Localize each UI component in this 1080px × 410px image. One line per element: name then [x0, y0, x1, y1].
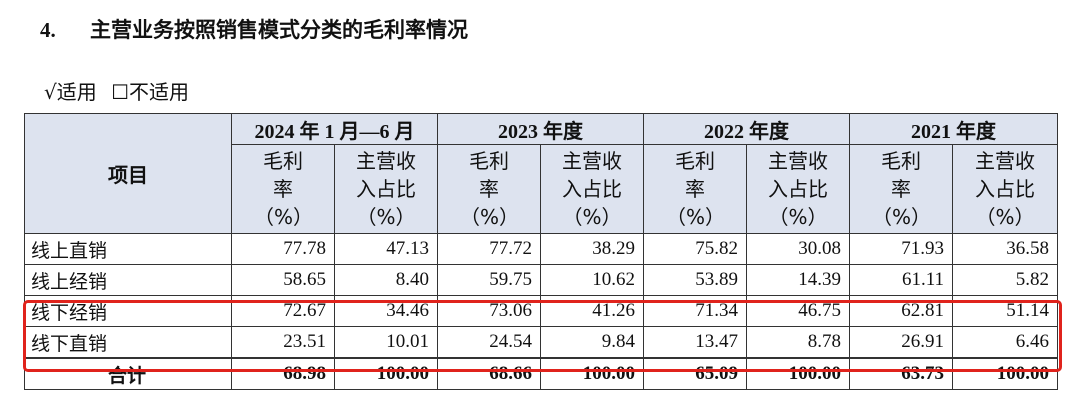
revenue-share-cell: 100.00 [952, 357, 1058, 390]
row-label: 线上直销 [24, 233, 232, 265]
margin-subheader: 毛利率（%） [437, 144, 541, 234]
gross-margin-cell: 59.75 [437, 264, 541, 296]
gross-margin-cell: 65.09 [643, 357, 747, 390]
revenue-share-cell: 38.29 [540, 233, 644, 265]
period-header: 2023 年度 [437, 113, 644, 145]
revenue-share-cell: 41.26 [540, 295, 644, 327]
gross-margin-cell: 77.72 [437, 233, 541, 265]
period-header: 2021 年度 [849, 113, 1058, 145]
revenue-share-cell: 34.46 [334, 295, 438, 327]
revenue-share-cell: 8.78 [746, 326, 850, 359]
section-heading: 4. 主营业务按照销售模式分类的毛利率情况 [40, 14, 468, 44]
gross-margin-cell: 68.66 [437, 357, 541, 390]
gross-margin-cell: 72.67 [231, 295, 335, 327]
section-title: 主营业务按照销售模式分类的毛利率情况 [90, 18, 468, 42]
gross-margin-cell: 26.91 [849, 326, 953, 359]
row-label: 线上经销 [24, 264, 232, 296]
revenue-share-cell: 46.75 [746, 295, 850, 327]
revenue-share-subheader: 主营收入占比（%） [952, 144, 1058, 234]
revenue-share-cell: 8.40 [334, 264, 438, 296]
gross-margin-cell: 68.98 [231, 357, 335, 390]
gross-margin-cell: 53.89 [643, 264, 747, 296]
gross-margin-cell: 73.06 [437, 295, 541, 327]
applicability-options: √适用 ☐不适用 [44, 76, 197, 105]
margin-subheader: 毛利率（%） [849, 144, 953, 234]
margin-subheader: 毛利率（%） [231, 144, 335, 234]
gross-margin-cell: 71.34 [643, 295, 747, 327]
table-row: 线下经销 72.67 34.46 73.06 41.26 71.34 46.75 62.81 5… [24, 295, 1058, 327]
revenue-share-cell: 6.46 [952, 326, 1058, 359]
revenue-share-cell: 51.14 [952, 295, 1058, 327]
revenue-share-cell: 100.00 [540, 357, 644, 390]
row-label: 合计 [24, 357, 232, 390]
revenue-share-cell: 100.00 [334, 357, 438, 390]
total-row: 合计 68.98 100.00 68.66 100.00 65.09 100.00 63.73… [24, 357, 1058, 390]
row-label: 线下经销 [24, 295, 232, 327]
gross-margin-cell: 24.54 [437, 326, 541, 359]
gross-margin-cell: 61.11 [849, 264, 953, 296]
margin-subheader: 毛利率（%） [643, 144, 747, 234]
table-row: 线下直销 23.51 10.01 24.54 9.84 13.47 8.78 26.91 6.4… [24, 326, 1058, 359]
period-header: 2024 年 1 月—6 月 [231, 113, 438, 145]
revenue-share-cell: 5.82 [952, 264, 1058, 296]
gross-margin-cell: 13.47 [643, 326, 747, 359]
revenue-share-cell: 10.62 [540, 264, 644, 296]
gross-margin-cell: 23.51 [231, 326, 335, 359]
revenue-share-cell: 36.58 [952, 233, 1058, 265]
row-label: 线下直销 [24, 326, 232, 359]
item-header: 项目 [24, 113, 232, 234]
gross-margin-cell: 75.82 [643, 233, 747, 265]
not-applicable-option: ☐不适用 [111, 80, 190, 104]
gross-margin-cell: 71.93 [849, 233, 953, 265]
revenue-share-subheader: 主营收入占比（%） [746, 144, 850, 234]
revenue-share-cell: 100.00 [746, 357, 850, 390]
gross-margin-table: 项目 2024 年 1 月—6 月 2023 年度 2022 年度 2021 年… [24, 113, 1058, 390]
gross-margin-cell: 63.73 [849, 357, 953, 390]
table-row: 线上直销 77.78 47.13 77.72 38.29 75.82 30.08 71.93 3… [24, 233, 1058, 265]
revenue-share-cell: 30.08 [746, 233, 850, 265]
gross-margin-cell: 77.78 [231, 233, 335, 265]
revenue-share-cell: 14.39 [746, 264, 850, 296]
gross-margin-cell: 62.81 [849, 295, 953, 327]
revenue-share-cell: 47.13 [334, 233, 438, 265]
gross-margin-cell: 58.65 [231, 264, 335, 296]
applicable-option: √适用 [44, 80, 97, 104]
period-header: 2022 年度 [643, 113, 850, 145]
revenue-share-subheader: 主营收入占比（%） [540, 144, 644, 234]
revenue-share-cell: 10.01 [334, 326, 438, 359]
revenue-share-subheader: 主营收入占比（%） [334, 144, 438, 234]
section-number: 4. [40, 18, 56, 42]
table-row: 线上经销 58.65 8.40 59.75 10.62 53.89 14.39 61.11 5.… [24, 264, 1058, 296]
revenue-share-cell: 9.84 [540, 326, 644, 359]
